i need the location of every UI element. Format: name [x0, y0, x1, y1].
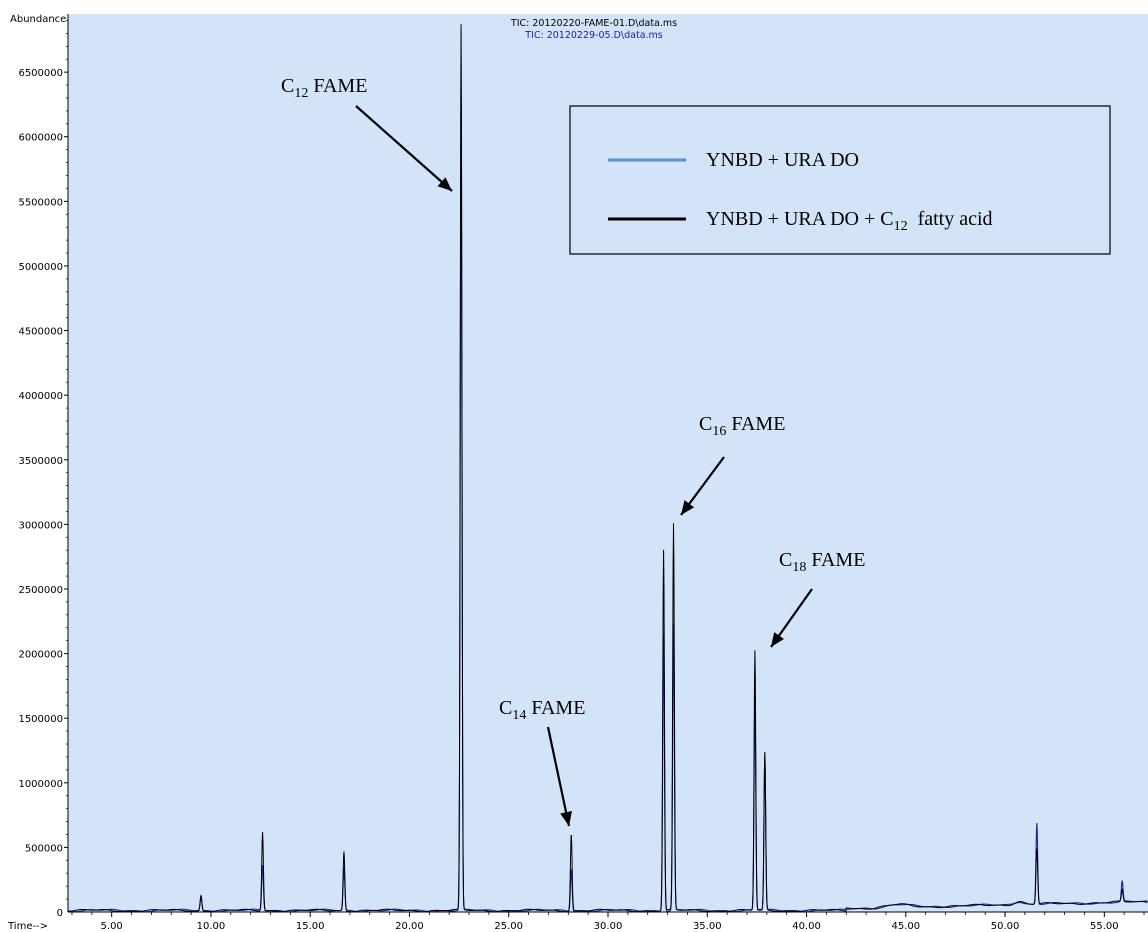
trace1-header: TIC: 20120220-FAME-01.D\data.ms — [510, 18, 677, 29]
y-tick-label-zero: 0 — [57, 908, 63, 919]
series-line-black — [68, 24, 1148, 913]
plot-area — [68, 14, 1148, 912]
y-tick-label: 6000000 — [18, 133, 63, 144]
y-tick-label: 2500000 — [18, 585, 63, 596]
y-tick-label: 5500000 — [18, 197, 63, 208]
y-tick-label: 2000000 — [18, 650, 63, 661]
annotation-label: C16 FAME — [699, 413, 785, 439]
x-tick-label: 55.00 — [1090, 921, 1119, 932]
x-tick-label: 25.00 — [494, 921, 523, 932]
annotation-arrow — [546, 726, 571, 827]
annotation-label: C18 FAME — [779, 549, 865, 575]
legend-box — [569, 105, 1111, 255]
x-tick-label: 5.00 — [101, 921, 123, 932]
legend-label-black-suffix: fatty acid — [908, 208, 993, 230]
trace2-header: TIC: 20120229-05.D\data.ms — [524, 30, 663, 41]
legend-label-black-main: YNBD + URA DO + C — [706, 208, 894, 230]
y-tick-label: 500000 — [25, 843, 63, 854]
x-axis-label: Time--> — [7, 921, 48, 932]
y-tick-label: 4500000 — [18, 327, 63, 338]
x-tick-label: 35.00 — [693, 921, 722, 932]
y-axis-label: Abundance — [10, 14, 66, 25]
x-tick-label: 20.00 — [395, 921, 424, 932]
y-tick-label: 3500000 — [18, 456, 63, 467]
legend-label-black-sub: 12 — [894, 219, 908, 234]
y-tick-label: 6500000 — [18, 68, 63, 79]
annotation-label: C14 FAME — [499, 697, 585, 723]
x-tick-label: 40.00 — [792, 921, 821, 932]
y-tick-label: 5000000 — [18, 262, 63, 273]
annotation-arrowhead — [437, 177, 452, 191]
y-tick-label: 4000000 — [18, 391, 63, 402]
legend-label-black: YNBD + URA DO + C12 fatty acid — [706, 208, 993, 234]
y-tick-label: 1500000 — [18, 714, 63, 725]
annotation-label: C12 FAME — [281, 75, 367, 101]
annotation-arrow — [355, 105, 453, 192]
x-tick-label: 50.00 — [991, 921, 1020, 932]
annotation-arrowhead — [771, 632, 784, 647]
annotation-arrowhead — [560, 811, 572, 826]
x-tick-label: 30.00 — [594, 921, 623, 932]
x-tick-label: 10.00 — [197, 921, 226, 932]
legend: YNBD + URA DO YNBD + URA DO + C12 fatty … — [569, 105, 1111, 255]
y-tick-label: 3000000 — [18, 520, 63, 531]
annotation-arrowhead — [681, 500, 695, 515]
legend-label-blue: YNBD + URA DO — [706, 149, 859, 171]
x-tick-label: 45.00 — [891, 921, 920, 932]
y-tick-label: 1000000 — [18, 779, 63, 790]
x-tick-label: 15.00 — [296, 921, 325, 932]
